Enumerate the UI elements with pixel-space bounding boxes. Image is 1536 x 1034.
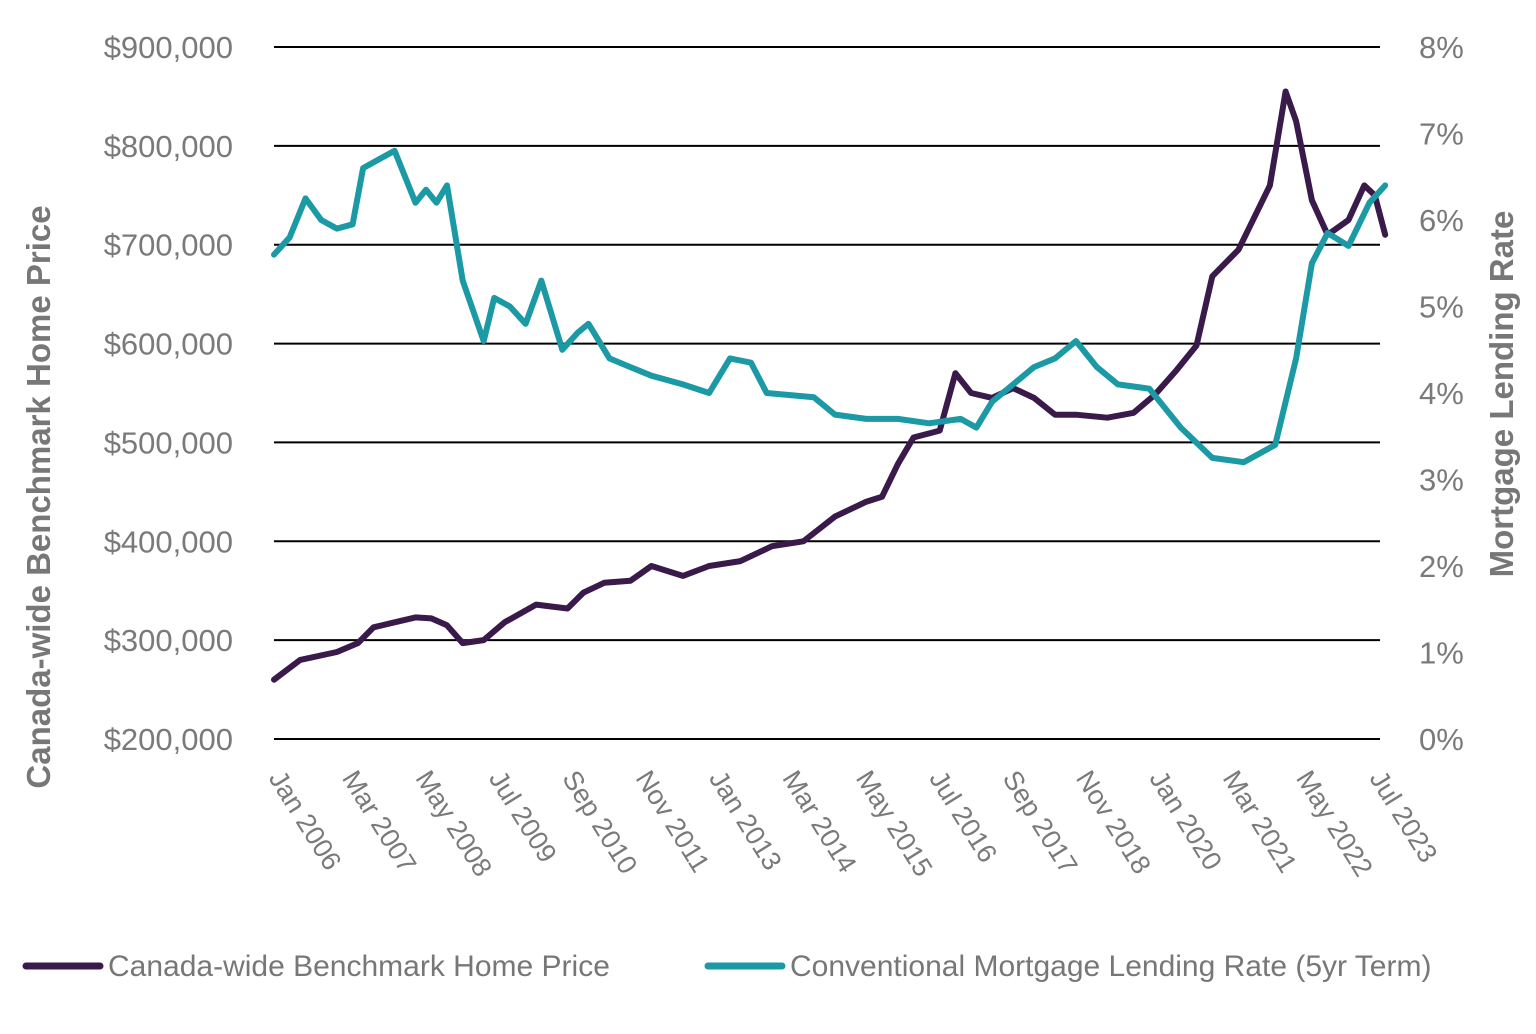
right-tick-label: 3% — [1419, 463, 1464, 498]
x-tick-label: Jan 2013 — [703, 765, 787, 875]
gridlines — [274, 46, 1380, 740]
right-tick-label: 7% — [1419, 117, 1464, 152]
right-tick-label: 6% — [1419, 203, 1464, 238]
legend-label-home-price: Canada-wide Benchmark Home Price — [108, 950, 610, 983]
series-lines — [271, 88, 1389, 683]
right-tick-label: 2% — [1419, 549, 1464, 584]
right-tick-label: 8% — [1419, 30, 1464, 65]
right-axis-title: Mortgage Lending Rate — [1483, 211, 1520, 578]
x-tick-label: Jul 2009 — [483, 765, 563, 867]
left-tick-label: $500,000 — [104, 425, 233, 460]
x-tick-label: Mar 2021 — [1217, 765, 1303, 878]
right-tick-label: 0% — [1419, 722, 1464, 757]
x-tick-label: Sep 2010 — [556, 765, 643, 879]
legend: Canada-wide Benchmark Home Price Convent… — [22, 950, 1431, 983]
right-tick-label: 1% — [1419, 636, 1464, 671]
x-tick-label: Mar 2007 — [336, 765, 422, 878]
left-tick-label: $300,000 — [104, 623, 233, 658]
x-tick-label: Nov 2011 — [630, 765, 716, 877]
right-axis-ticks: 0% 1% 2% 3% 4% 5% 6% 7% 8% — [1419, 30, 1464, 757]
right-tick-label: 5% — [1419, 290, 1464, 325]
x-tick-label: Jan 2006 — [263, 765, 347, 875]
left-tick-label: $800,000 — [104, 129, 233, 164]
x-tick-label: Jul 2023 — [1364, 765, 1444, 867]
series-line-home-price — [271, 88, 1389, 683]
left-tick-label: $200,000 — [104, 722, 233, 757]
x-tick-label: Jan 2020 — [1144, 765, 1228, 875]
left-tick-label: $700,000 — [104, 228, 233, 263]
left-axis-ticks: $200,000 $300,000 $400,000 $500,000 $600,000… — [104, 30, 233, 757]
x-tick-label: Sep 2017 — [997, 765, 1084, 879]
x-tick-label: Mar 2014 — [777, 765, 863, 878]
right-tick-label: 4% — [1419, 376, 1464, 411]
left-tick-label: $600,000 — [104, 327, 233, 362]
legend-label-mortgage-rate: Conventional Mortgage Lending Rate (5yr … — [790, 950, 1431, 983]
x-tick-label: Jul 2016 — [923, 765, 1003, 867]
series-line-mortgage-rate — [271, 147, 1389, 466]
left-tick-label: $900,000 — [104, 30, 233, 65]
left-axis-title: Canada-wide Benchmark Home Price — [20, 205, 57, 788]
left-tick-label: $400,000 — [104, 524, 233, 559]
